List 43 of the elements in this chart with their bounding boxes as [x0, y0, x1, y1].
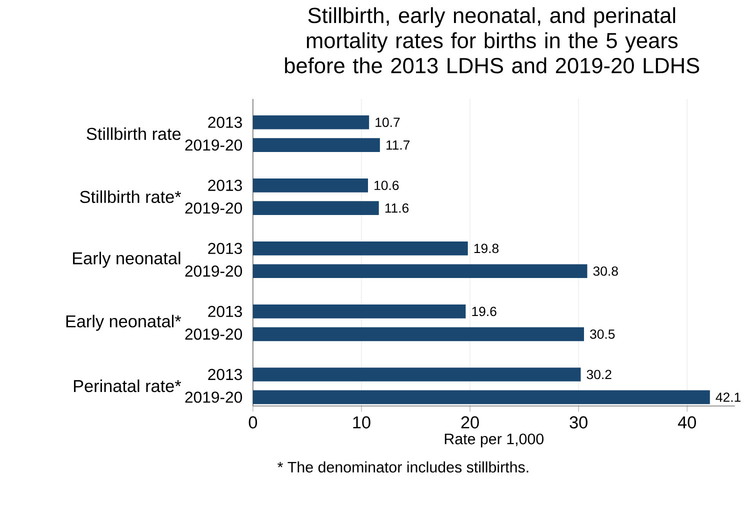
text: 2013	[208, 180, 242, 191]
bar	[252, 178, 368, 192]
bar	[252, 304, 466, 318]
data-label: 30.2	[586, 370, 612, 380]
bar	[252, 327, 584, 342]
data-label: 19.6	[472, 306, 496, 316]
x-tick-label: 40	[678, 416, 696, 428]
x-axis-title: Rate per 1,000	[444, 434, 544, 448]
bar	[252, 115, 370, 130]
text: 2013	[208, 242, 242, 254]
text: 2019-20	[185, 328, 242, 340]
data-label: 10.7	[376, 118, 400, 128]
bar	[252, 241, 468, 256]
series-label: 2013	[208, 116, 242, 128]
text: 2019-20	[185, 202, 242, 214]
text: 2019-20	[185, 392, 242, 403]
data-label: 11.7	[386, 140, 410, 150]
chart-title: Stillbirth, early neonatal, and perinatal mortality rates for births in the 5 years before the 2013 LDHS and 2019-20 LDHS	[285, 7, 700, 74]
x-tick-label: 10	[353, 416, 370, 428]
bar	[252, 138, 380, 152]
x-tick-label: 20	[461, 416, 479, 428]
y-tick-label: Stillbirth rate*	[80, 190, 182, 204]
series-label: 2019-20	[185, 139, 242, 151]
text: 2013	[208, 368, 242, 380]
data-label: 30.5	[590, 329, 615, 339]
data-label: 42.1	[716, 392, 741, 402]
data-label: 30.8	[593, 266, 618, 276]
x-tick-label: 0	[248, 416, 258, 428]
text: 2019-20	[185, 266, 242, 277]
bar	[252, 264, 588, 278]
y-tick-label: Perinatal rate*	[74, 380, 182, 392]
x-tick-label: 30	[570, 416, 588, 428]
text: 2013	[208, 306, 242, 318]
data-label: 11.6	[385, 203, 409, 213]
y-tick-label: Early neonatal	[73, 252, 180, 268]
bar	[252, 201, 379, 215]
y-tick-label: Early neonatal*	[66, 314, 182, 331]
text: * The denominator includes stillbirths.	[278, 461, 528, 473]
y-tick-label: Stillbirth rate	[86, 127, 181, 140]
data-label: 10.6	[374, 180, 399, 190]
data-label: 19.8	[474, 244, 499, 254]
bar	[252, 390, 710, 404]
bar	[252, 368, 581, 382]
